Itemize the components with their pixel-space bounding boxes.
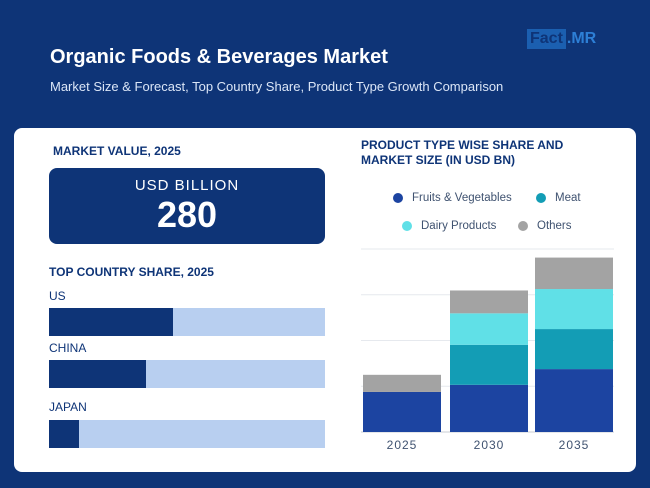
market-value-title: MARKET VALUE, 2025 [53,144,181,158]
bar-segment-2030-fruits-vegetables [450,384,528,432]
content-card: MARKET VALUE, 2025 USD BILLION 280 TOP C… [14,128,636,472]
market-value-number: 280 [156,194,218,235]
legend-dot-fruits [393,193,403,203]
legend-item-dairy: Dairy Products [402,220,496,232]
legend-label-fruits: Fruits & Vegetables [412,192,512,204]
bar-segment-2035-fruits-vegetables [535,369,613,432]
chart-title: PRODUCT TYPE WISE SHARE AND MARKET SIZE … [361,138,564,167]
page-title: Organic Foods & Beverages Market [50,46,388,68]
legend-item-fruits: Fruits & Vegetables [393,192,512,204]
logo-text-mr: .MR [566,30,597,47]
country-bar-china [49,360,325,388]
bar-segment-2030-others [450,290,528,314]
country-share-title: TOP COUNTRY SHARE, 2025 [49,265,214,279]
stacked-bar-chart: 2025 2030 2035 [361,248,614,452]
country-bar-fill-china [49,360,146,388]
x-tick-label: 2030 [474,438,505,452]
country-bar-fill-us [49,308,174,336]
legend-item-others: Others [518,220,572,232]
bar-segment-2030-meat [450,344,528,385]
x-tick-label: 2035 [559,438,590,452]
legend-item-meat: Meat [536,192,581,204]
country-bar-japan [49,420,325,448]
x-tick-label: 2025 [387,438,418,452]
legend-dot-meat [536,193,546,203]
page-subtitle: Market Size & Forecast, Top Country Shar… [50,79,504,94]
legend-dot-others [518,221,528,231]
market-value-unit: USD BILLION [134,177,240,194]
header: Organic Foods & Beverages Market Market … [0,0,650,128]
factmr-logo: Fact .MR [527,29,596,49]
legend-label-meat: Meat [555,192,581,204]
market-value-box: USD BILLION 280 [49,168,325,244]
country-label-japan: JAPAN [49,400,87,414]
bar-segment-2035-meat [535,329,613,370]
bar-segment-2035-dairy-products [535,289,613,330]
bar-segment-2025-others [363,374,441,392]
country-label-us: US [49,289,66,303]
logo-text-fact: Fact [527,29,566,49]
bar-segment-2025-fruits-vegetables [363,391,441,432]
legend-label-dairy: Dairy Products [421,220,497,232]
country-bar-fill-japan [49,420,80,448]
country-bar-us [49,308,325,336]
legend-label-others: Others [537,220,572,232]
bar-segment-2030-dairy-products [450,313,528,345]
country-label-china: CHINA [49,341,87,355]
legend-dot-dairy [402,221,412,231]
bar-segment-2035-others [535,257,613,290]
